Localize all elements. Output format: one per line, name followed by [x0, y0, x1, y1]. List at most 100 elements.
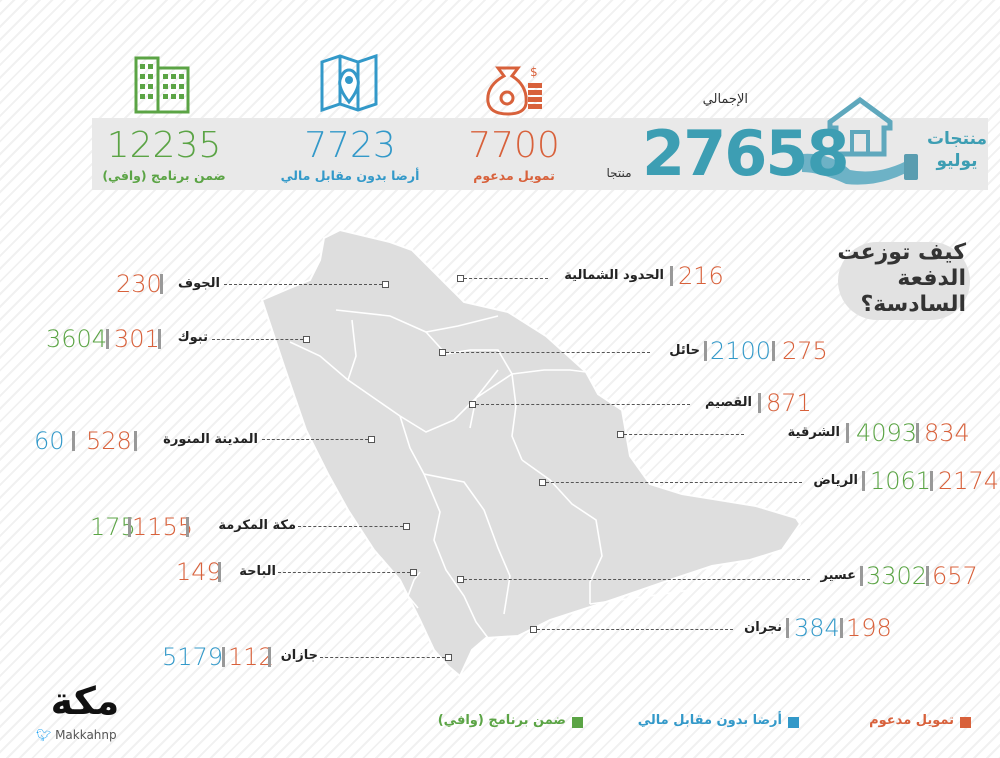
separator [218, 562, 221, 582]
region-hail-value-land: 2100 [710, 337, 772, 365]
legend-wafi-swatch [572, 717, 583, 728]
separator [786, 618, 789, 638]
dot-eastern [617, 431, 624, 438]
leader-jouf [224, 284, 382, 285]
stat-wafi-label: ضمن برنامج (وافي) [102, 168, 226, 183]
region-jazan-value-funding: 112 [228, 643, 274, 671]
separator [926, 566, 929, 586]
region-madinah-value-land: 60 [34, 427, 65, 455]
dot-asir [457, 576, 464, 583]
map-location-icon [320, 53, 378, 113]
banner-title-line2: يوليو [936, 151, 978, 171]
separator [134, 431, 137, 451]
region-tabuk-name: تبوك [177, 330, 208, 345]
region-jazan-value-land: 5179 [162, 643, 224, 671]
question-text: كيف توزعت الدفعة السادسة؟ [786, 240, 966, 318]
dot-najran [530, 626, 537, 633]
region-tabuk-value-funding: 301 [114, 325, 160, 353]
stat-funding-label: تمويل مدعوم [473, 168, 555, 183]
leader-northern-borders [464, 278, 548, 279]
leader-riyadh [546, 482, 802, 483]
leader-baha [278, 572, 410, 573]
leader-asir [464, 579, 810, 580]
dot-tabuk [303, 336, 310, 343]
leader-tabuk [212, 339, 303, 340]
dot-jouf [382, 281, 389, 288]
separator [158, 329, 161, 349]
region-jouf-value-funding: 230 [116, 270, 162, 298]
legend-land-swatch [788, 717, 799, 728]
separator [160, 274, 163, 294]
separator [846, 423, 849, 443]
separator [128, 517, 131, 537]
separator [670, 266, 673, 286]
region-najran-value-land: 384 [794, 614, 840, 642]
region-eastern-value-funding: 834 [924, 419, 970, 447]
region-jouf-name: الجوف [178, 276, 220, 291]
region-asir-value-wafi: 3302 [866, 562, 928, 590]
stat-land-value: 7723 [304, 125, 396, 166]
region-eastern-value-wafi: 4093 [856, 419, 918, 447]
legend-land-label: أرضا بدون مقابل مالي [637, 713, 782, 728]
separator [840, 618, 843, 638]
banner-title: منتجات يوليو [922, 128, 992, 172]
stat-funding-value: 7700 [468, 125, 560, 166]
makkah-logo: مكة [50, 679, 120, 723]
region-asir-name: عسير [820, 568, 856, 583]
separator [268, 647, 271, 667]
separator [106, 329, 109, 349]
separator [186, 517, 189, 537]
dot-makkah [403, 523, 410, 530]
leader-madinah [262, 439, 368, 440]
leader-qassim [476, 404, 690, 405]
separator [862, 471, 865, 491]
leader-jazan [320, 657, 445, 658]
legend-funding-swatch [960, 717, 971, 728]
legend-wafi-label: ضمن برنامج (وافي) [437, 713, 566, 728]
leader-makkah [298, 526, 403, 527]
separator [860, 566, 863, 586]
total-unit: منتجا [606, 166, 632, 180]
region-qassim-name: القصيم [704, 395, 752, 410]
map-outline [260, 228, 802, 678]
region-najran-name: نجران [744, 620, 782, 635]
building-icon [134, 56, 190, 114]
total-label: الإجمالي [702, 92, 748, 107]
region-baha-name: الباحة [239, 564, 276, 579]
hand-house-icon [802, 96, 918, 185]
region-makkah-value-funding: 1155 [132, 513, 194, 541]
twitter-handle-text: Makkahnp [55, 728, 117, 742]
region-asir-value-funding: 657 [932, 562, 978, 590]
question-bubble [838, 242, 970, 320]
region-baha-value-funding: 149 [176, 558, 222, 586]
question-line2: الدفعة السادسة؟ [860, 266, 966, 317]
money-bag-icon: $ [486, 65, 542, 116]
dot-qassim [469, 401, 476, 408]
leader-hail [446, 352, 650, 353]
dot-hail [439, 349, 446, 356]
region-borders [289, 309, 721, 639]
region-northern-borders-value-funding: 216 [678, 262, 724, 290]
region-northern-borders-name: الحدود الشمالية [564, 268, 664, 283]
region-makkah-name: مكة المكرمة [218, 518, 296, 533]
region-hail-name: حائل [669, 343, 700, 358]
region-jazan-name: جازان [280, 648, 318, 663]
svg-text:$: $ [530, 65, 538, 79]
region-eastern-name: الشرقية [787, 425, 840, 440]
region-madinah-value-funding: 528 [86, 427, 132, 455]
separator [222, 647, 225, 667]
region-najran-value-funding: 198 [846, 614, 892, 642]
twitter-handle[interactable]: 🐦︎ Makkahnp [36, 728, 146, 742]
dot-madinah [368, 436, 375, 443]
leader-eastern [624, 434, 744, 435]
legend-funding-label: تمويل مدعوم [869, 713, 954, 728]
stat-land-label: أرضا بدون مقابل مالي [280, 168, 420, 183]
dot-riyadh [539, 479, 546, 486]
separator [772, 341, 775, 361]
region-riyadh-name: الرياض [813, 473, 858, 488]
region-madinah-name: المدينة المنورة [163, 432, 258, 447]
separator [916, 423, 919, 443]
saudi-map [260, 228, 802, 678]
region-qassim-value-funding: 871 [766, 389, 812, 417]
separator [758, 393, 761, 413]
